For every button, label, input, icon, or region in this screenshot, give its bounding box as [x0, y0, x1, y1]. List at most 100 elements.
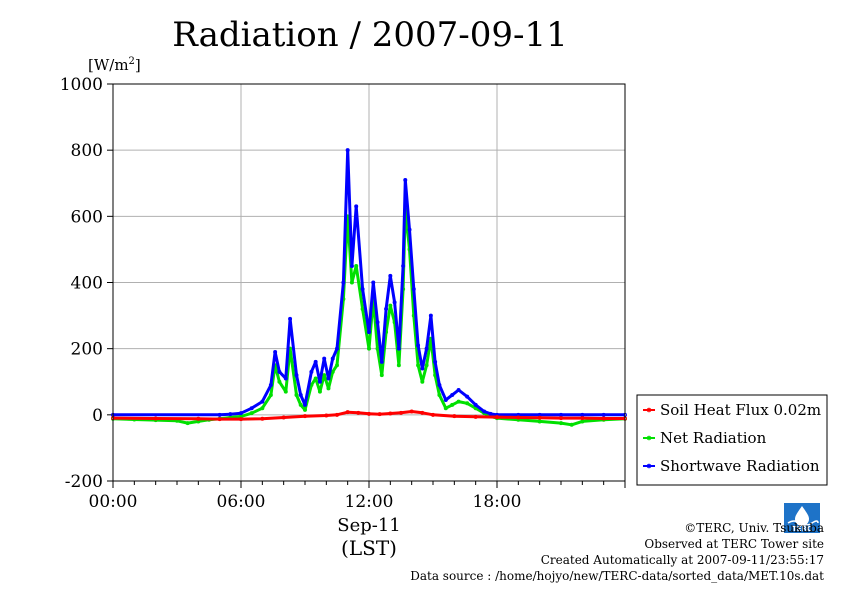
- net-radiation-point: [396, 363, 401, 368]
- net-radiation-point: [283, 389, 288, 394]
- shortwave-radiation-point: [379, 359, 384, 364]
- soil-heat-flux-point: [153, 416, 158, 421]
- soil-heat-flux-line: [112, 410, 625, 421]
- shortwave-radiation-point: [360, 287, 365, 292]
- legend-label: Net Radiation: [660, 429, 767, 447]
- soil-heat-flux-point: [356, 410, 361, 415]
- shortwave-radiation-point: [428, 313, 433, 318]
- net-radiation-point: [443, 406, 448, 411]
- net-radiation-point: [326, 386, 331, 391]
- soil-heat-flux-point: [260, 416, 265, 421]
- legend-label: Soil Heat Flux 0.02m: [660, 401, 821, 419]
- net-radiation-point: [298, 402, 303, 407]
- net-radiation-point: [313, 376, 318, 381]
- legend-marker: [646, 407, 652, 413]
- soil-heat-flux-point: [559, 416, 564, 421]
- shortwave-radiation-point: [366, 330, 371, 335]
- net-radiation-point: [465, 401, 470, 406]
- shortwave-radiation-point: [354, 204, 359, 209]
- soil-heat-flux-point: [196, 416, 201, 421]
- shortwave-radiation-point: [268, 383, 273, 388]
- y-tick-label: 0: [92, 406, 103, 426]
- soil-heat-flux-point: [238, 417, 243, 422]
- shortwave-radiation-point: [330, 356, 335, 361]
- soil-heat-flux-point: [409, 409, 414, 414]
- soil-heat-flux-point: [537, 415, 542, 420]
- net-radiation-point: [249, 411, 254, 416]
- shortwave-radiation-point: [465, 394, 470, 399]
- legend-items: Soil Heat Flux 0.02m Net Radiation Shortwa…: [643, 401, 821, 475]
- soil-heat-flux-point: [494, 415, 499, 420]
- shortwave-radiation-point: [450, 392, 455, 397]
- chart-title: Radiation / 2007-09-11: [172, 15, 568, 55]
- y-unit-sup: 2: [129, 56, 135, 67]
- shortwave-radiation-point: [249, 406, 254, 411]
- net-radiation-point: [456, 399, 461, 404]
- x-axis-date-label: Sep-11: [337, 515, 401, 536]
- y-tick-label: 600: [71, 207, 103, 227]
- shortwave-radiation-point: [238, 411, 243, 416]
- axes: -200 0 200 400 600 800 1000 00:00 06:00 12:00 18:0…: [60, 75, 626, 512]
- shortwave-radiation-point: [341, 280, 346, 285]
- y-unit-label: [W/m2]: [88, 56, 141, 74]
- net-radiation-point: [416, 363, 421, 368]
- net-radiation-point: [537, 419, 542, 424]
- shortwave-radiation-point: [317, 379, 322, 384]
- shortwave-radiation-point: [433, 359, 438, 364]
- terc-logo-text: TERC: [792, 525, 812, 533]
- shortwave-radiation-point: [437, 383, 442, 388]
- shortwave-radiation-point: [420, 366, 425, 371]
- net-radiation-point: [424, 363, 429, 368]
- shortwave-radiation-point: [294, 373, 299, 378]
- soil-heat-flux-point: [580, 416, 585, 421]
- shortwave-radiation-point: [283, 376, 288, 381]
- soil-heat-flux-point: [473, 414, 478, 419]
- legend-box: [636, 394, 828, 486]
- shortwave-radiation-point: [416, 343, 421, 348]
- shortwave-radiation-point: [298, 392, 303, 397]
- shortwave-radiation-point: [601, 412, 606, 417]
- net-radiation-point: [379, 373, 384, 378]
- x-tick-label: 00:00: [89, 492, 138, 512]
- soil-heat-flux-point: [516, 415, 521, 420]
- x-tick-label: 06:00: [217, 492, 266, 512]
- net-radiation-point: [559, 421, 564, 426]
- shortwave-radiation-point: [288, 316, 293, 321]
- net-radiation-point: [349, 280, 354, 285]
- shortwave-radiation-point: [371, 280, 376, 285]
- net-radiation-point: [317, 389, 322, 394]
- x-tick-label: 18:00: [473, 492, 522, 512]
- legend: Soil Heat Flux 0.02m Net Radiation Shortwa…: [636, 394, 828, 486]
- shortwave-radiation-point: [313, 359, 318, 364]
- shortwave-radiation-point: [384, 306, 389, 311]
- net-radiation-point: [354, 263, 359, 268]
- net-radiation-point: [420, 379, 425, 384]
- shortwave-radiation-point: [326, 376, 331, 381]
- shortwave-radiation-point: [322, 356, 327, 361]
- plot-frame: [112, 83, 626, 482]
- soil-heat-flux-point: [601, 416, 606, 421]
- soil-heat-flux-point: [217, 417, 222, 422]
- shortwave-radiation-point: [473, 402, 478, 407]
- net-radiation-point: [366, 346, 371, 351]
- shortwave-radiation-point: [411, 287, 416, 292]
- shortwave-radiation-point: [309, 369, 314, 374]
- shortwave-radiation-point: [345, 148, 350, 153]
- net-radiation-line: [112, 208, 626, 427]
- legend-label: Shortwave Radiation: [660, 457, 820, 475]
- x-tick-label: 12:00: [345, 492, 394, 512]
- shortwave-radiation-point: [424, 346, 429, 351]
- soil-heat-flux-point: [452, 414, 457, 419]
- soil-heat-flux-point: [345, 410, 350, 415]
- shortwave-radiation-point: [482, 409, 487, 414]
- legend-marker: [646, 435, 652, 441]
- shortwave-radiation-point: [277, 369, 282, 374]
- shortwave-radiation-point: [396, 346, 401, 351]
- shortwave-radiation-point: [403, 177, 408, 182]
- shortwave-radiation-point: [217, 412, 222, 417]
- legend-marker: [646, 463, 652, 469]
- shortwave-radiation-point: [302, 402, 307, 407]
- net-radiation-point: [302, 407, 307, 412]
- shortwave-radiation-point: [407, 227, 412, 232]
